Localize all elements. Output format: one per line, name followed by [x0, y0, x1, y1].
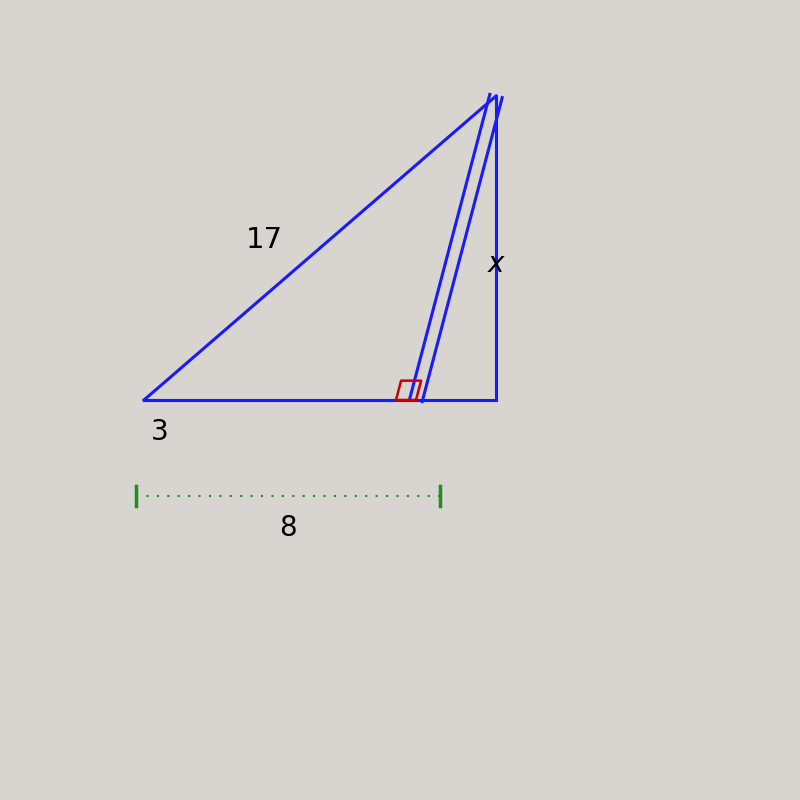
Text: 17: 17: [246, 226, 282, 254]
Text: 3: 3: [151, 418, 169, 446]
Text: x: x: [488, 250, 504, 278]
Text: 8: 8: [279, 514, 297, 542]
